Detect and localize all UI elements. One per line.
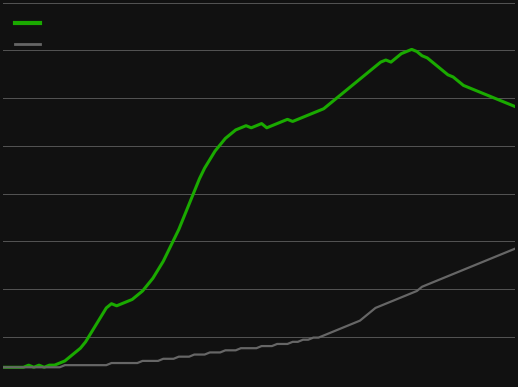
Legend: , : ,	[15, 17, 44, 52]
